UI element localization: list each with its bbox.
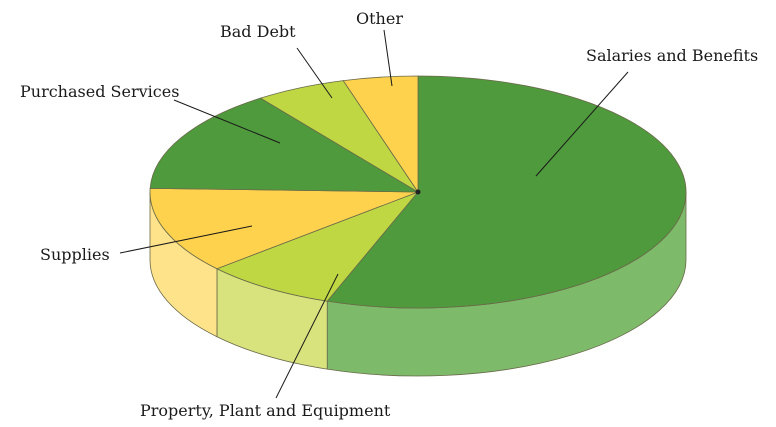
leader-line-other (383, 29, 393, 87)
slice-other (342, 75, 419, 194)
leader-line-property-plant-and-equipment (275, 273, 339, 399)
leader-line-bad-debt (296, 47, 333, 99)
pie-side-walls (149, 191, 687, 377)
slice-property-plant-and-equipment (215, 191, 420, 302)
slice-supplies (149, 187, 419, 270)
leader-lines (119, 29, 629, 399)
label-property-plant-and-equipment: Property, Plant and Equipment (140, 401, 391, 420)
label-purchased-services: Purchased Services (20, 82, 179, 101)
slice-salaries-and-benefits (326, 75, 687, 309)
leader-line-purchased-services (173, 99, 281, 144)
leader-line-supplies (119, 225, 253, 254)
slice-purchased-services (149, 97, 420, 193)
label-bad-debt: Bad Debt (220, 22, 296, 41)
label-supplies: Supplies (40, 245, 110, 264)
pie-center-dot (415, 189, 421, 195)
label-other: Other (356, 9, 403, 28)
pie-slices (149, 75, 687, 309)
slice-labels: Salaries and Benefits Property, Plant and… (20, 9, 758, 420)
label-salaries-and-benefits: Salaries and Benefits (586, 46, 758, 65)
leader-line-salaries-and-benefits (535, 71, 629, 177)
